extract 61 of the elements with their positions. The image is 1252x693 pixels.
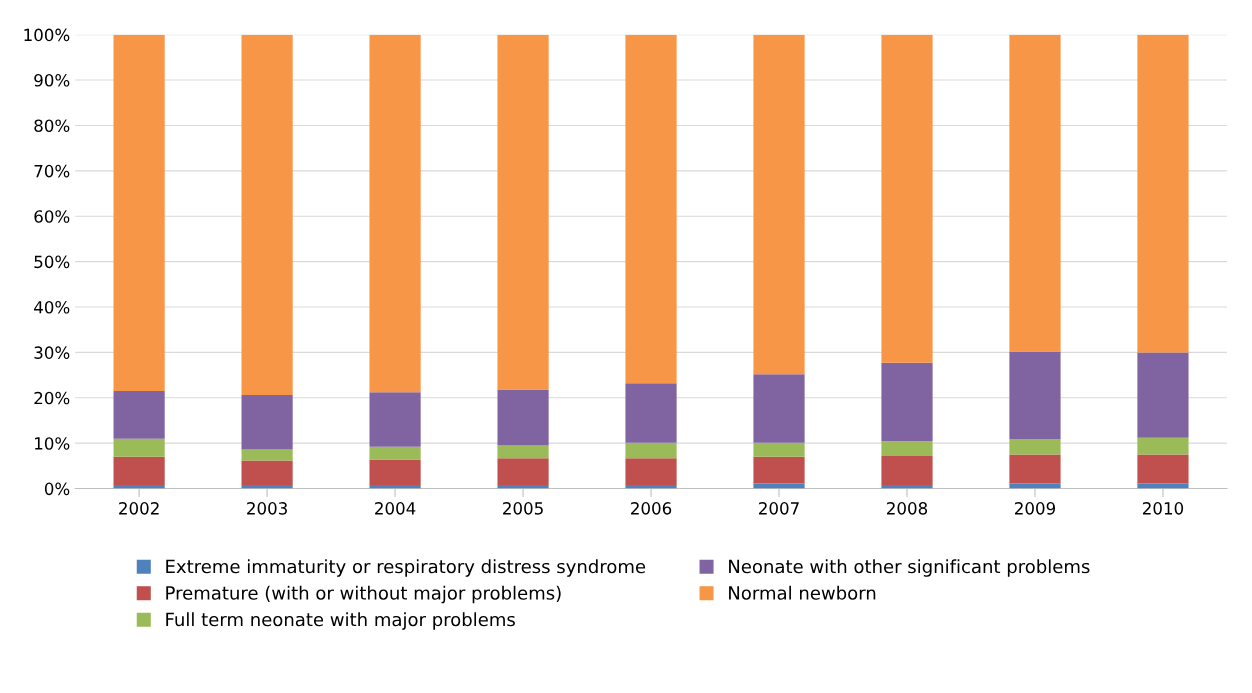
y-tick-label: 100% [24,28,70,42]
y-tick-label: 20% [34,391,70,405]
bar [497,389,549,446]
bar [1009,34,1061,352]
bar [625,34,677,384]
y-tick-label: 30% [34,346,70,359]
legend-label: Normal newborn [729,585,876,600]
x-tick-label: 2002 [119,502,159,515]
bar [1137,454,1189,484]
legend-label: Premature (with or without major problems) [166,585,561,604]
bar [625,383,677,443]
bar [1009,351,1061,440]
bar [753,456,805,484]
bar [881,362,933,442]
bar [881,455,933,485]
x-tick-label: 2004 [375,502,416,515]
y-tick-label: 10% [35,437,70,450]
legend-label: Extreme immaturity or respiratory distress syndrome [166,559,646,577]
bar [753,34,805,375]
bar [497,34,549,390]
y-tick-label: 90% [34,74,70,87]
y-tick-label: 40% [34,300,70,314]
bar [1137,34,1189,353]
bar [241,395,293,450]
bar [369,459,421,485]
bar [497,445,549,459]
bar [241,449,293,461]
y-tick-label: 0% [44,482,70,496]
bar [113,34,165,391]
bar [1137,352,1189,438]
legend-label: Full term neonate with major problems [166,612,515,630]
bar [1009,439,1061,455]
x-tick-label: 2003 [247,502,287,515]
bar [625,442,677,459]
y-tick-label: 80% [34,119,70,132]
x-tick-label: 2006 [631,502,672,515]
bar [369,34,421,393]
bar [369,392,421,447]
bar [753,442,805,457]
x-tick-label: 2010 [1142,502,1184,515]
bar [881,34,933,363]
y-tick-label: 50% [34,255,70,269]
bar [1137,437,1189,455]
x-tick-label: 2005 [503,502,543,515]
bar [497,458,549,485]
bar [753,374,805,443]
bar [241,34,293,396]
bar [625,458,677,485]
x-tick-label: 2009 [1015,502,1056,515]
bar [113,456,165,485]
legend-label: Neonate with other significant problems [729,559,1090,577]
bar [369,446,421,460]
x-tick-label: 2008 [887,502,928,515]
bar [113,390,165,439]
bar [113,438,165,457]
bar [241,460,293,485]
y-tick-label: 70% [34,164,70,178]
bar [881,441,933,456]
x-tick-label: 2007 [759,502,799,515]
bar [1009,454,1061,484]
y-tick-label: 60% [34,210,70,223]
